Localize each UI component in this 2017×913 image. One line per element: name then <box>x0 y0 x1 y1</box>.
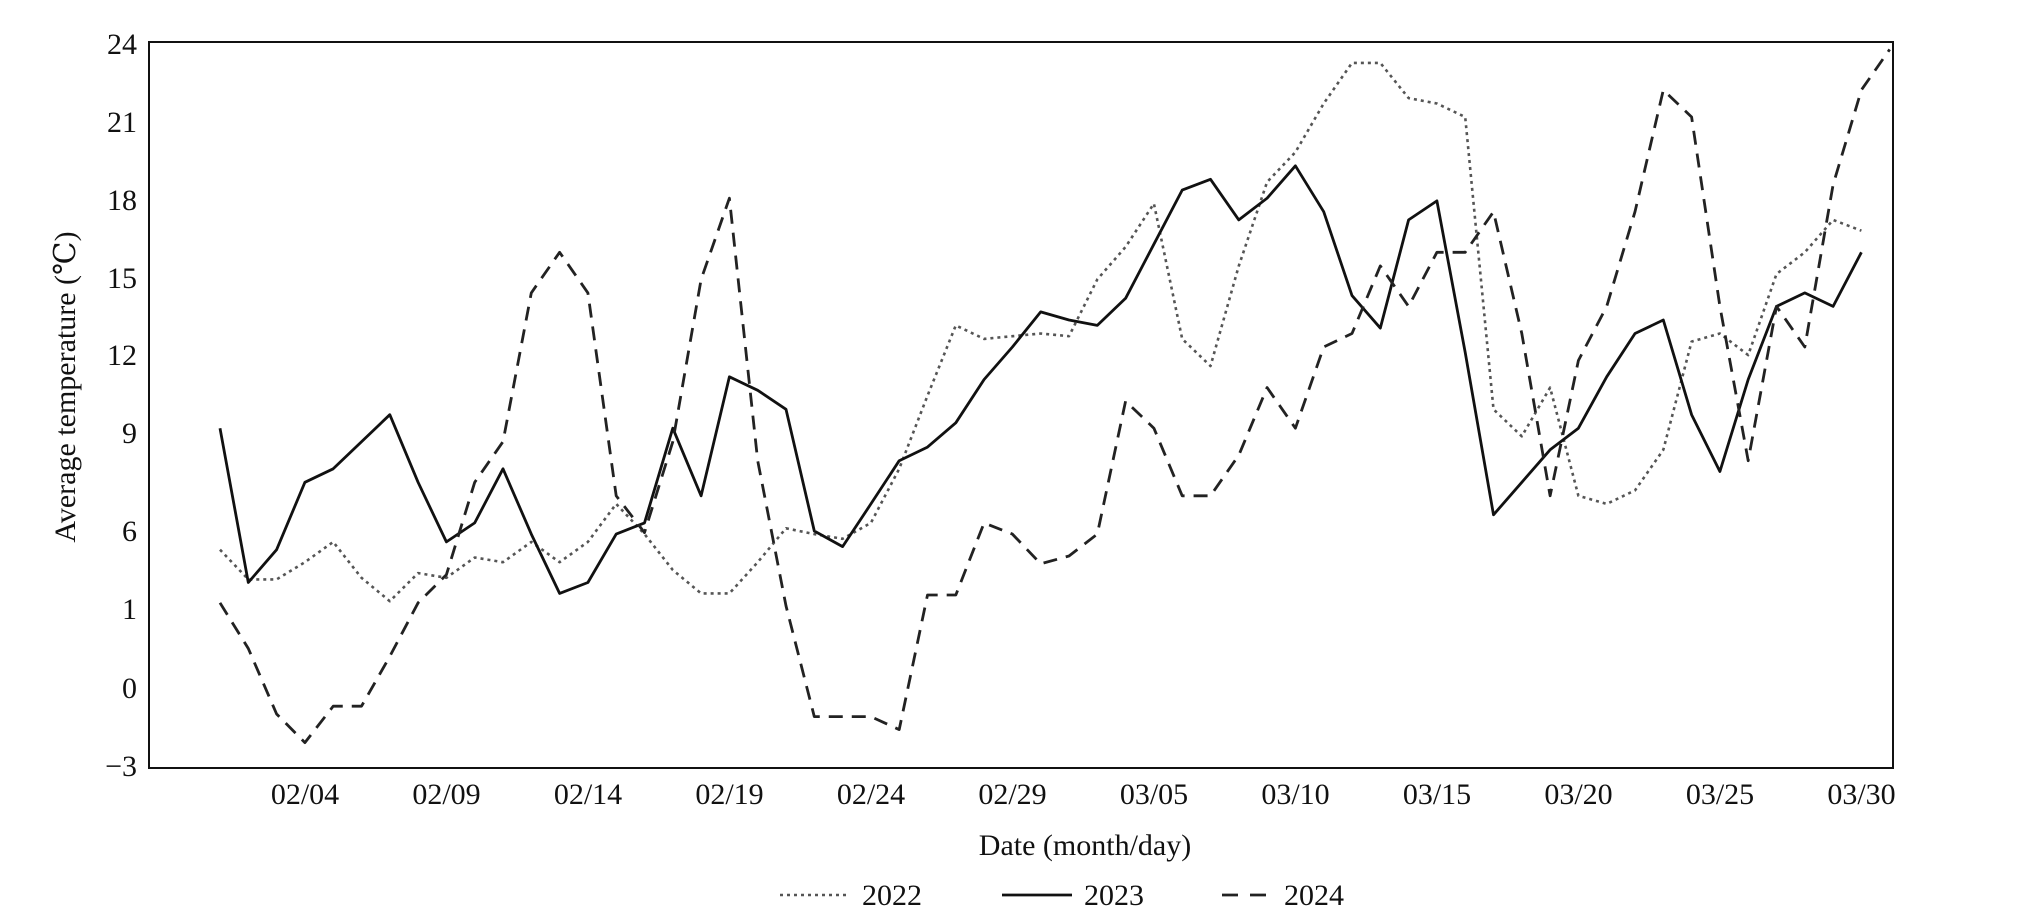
y-tick-label: 15 <box>107 262 137 295</box>
x-axis-title: Date (month/day) <box>979 829 1191 862</box>
y-tick-label: 9 <box>122 417 137 450</box>
series-line-2024 <box>218 48 1891 744</box>
x-axis: 02/04 02/09 02/14 02/19 02/24 02/29 03/05 03/10… <box>271 778 1896 811</box>
x-tick-label: 03/30 <box>1827 778 1895 811</box>
x-tick-label: 02/04 <box>271 778 339 811</box>
x-tick-label: 03/05 <box>1120 778 1188 811</box>
y-axis-title: Average temperature (℃) <box>49 231 82 542</box>
x-tick-label: 02/14 <box>554 778 622 811</box>
series-line-2023 <box>218 164 1863 595</box>
x-tick-label: 02/19 <box>695 778 763 811</box>
y-tick-label: −3 <box>105 750 137 783</box>
y-tick-label: 6 <box>122 515 137 548</box>
series-layer <box>218 48 1891 744</box>
y-tick-label: 12 <box>107 339 137 372</box>
x-tick-label: 03/25 <box>1686 778 1754 811</box>
plot-area-frame <box>148 41 1894 769</box>
x-tick-label: 03/15 <box>1403 778 1471 811</box>
y-tick-label: 0 <box>122 672 137 705</box>
legend: 2022 2023 2024 <box>780 879 1344 912</box>
x-tick-label: 02/29 <box>978 778 1046 811</box>
legend-label-2022: 2022 <box>862 879 922 908</box>
series-line-2022 <box>219 61 1862 603</box>
y-tick-label: 1 <box>122 593 137 626</box>
y-tick-label: 24 <box>107 28 137 61</box>
legend-label-2023: 2023 <box>1084 879 1144 908</box>
x-tick-label: 03/10 <box>1261 778 1329 811</box>
x-tick-label: 02/24 <box>837 778 905 811</box>
y-tick-label: 21 <box>107 106 137 139</box>
y-tick-label: 18 <box>107 184 137 217</box>
x-tick-label: 03/20 <box>1544 778 1612 811</box>
y-axis: 24 21 18 15 12 9 6 1 0 −3 <box>105 28 137 783</box>
x-tick-label: 02/09 <box>412 778 480 811</box>
legend-label-2024: 2024 <box>1284 879 1344 908</box>
